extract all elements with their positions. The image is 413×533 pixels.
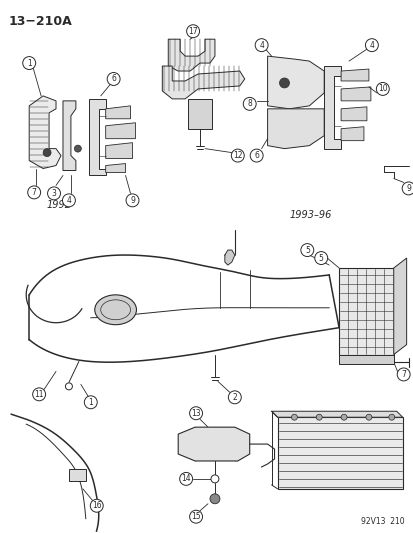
Circle shape — [314, 252, 327, 264]
Text: 3: 3 — [52, 189, 56, 198]
Ellipse shape — [95, 295, 136, 325]
Circle shape — [209, 494, 219, 504]
Polygon shape — [338, 268, 393, 354]
Circle shape — [365, 414, 371, 420]
Text: 15: 15 — [191, 512, 200, 521]
Text: 7: 7 — [400, 370, 405, 379]
Text: 92V13  210: 92V13 210 — [360, 516, 404, 526]
Text: 5: 5 — [304, 246, 309, 255]
Polygon shape — [267, 109, 323, 149]
Polygon shape — [105, 106, 130, 119]
Polygon shape — [340, 69, 368, 81]
Circle shape — [23, 56, 36, 69]
Circle shape — [74, 145, 81, 152]
Text: 16: 16 — [92, 501, 101, 510]
Circle shape — [254, 39, 268, 52]
Circle shape — [189, 407, 202, 419]
Polygon shape — [267, 56, 323, 109]
Text: 17: 17 — [188, 27, 197, 36]
Polygon shape — [63, 101, 76, 171]
Circle shape — [90, 499, 103, 512]
Circle shape — [388, 414, 394, 420]
Text: 5: 5 — [318, 254, 323, 263]
Circle shape — [279, 78, 289, 88]
Text: 12: 12 — [233, 151, 242, 160]
Text: 6: 6 — [254, 151, 259, 160]
Text: 10: 10 — [377, 84, 387, 93]
Circle shape — [211, 475, 218, 483]
Polygon shape — [323, 66, 340, 149]
Text: 4: 4 — [368, 41, 373, 50]
Polygon shape — [178, 427, 249, 461]
Text: 4: 4 — [66, 196, 71, 205]
Polygon shape — [88, 99, 105, 175]
Text: 8: 8 — [247, 99, 252, 108]
Circle shape — [126, 194, 139, 207]
Polygon shape — [69, 469, 85, 481]
Polygon shape — [105, 143, 132, 158]
Text: 7: 7 — [32, 188, 36, 197]
Text: 4: 4 — [259, 41, 263, 50]
Polygon shape — [188, 99, 211, 129]
Circle shape — [243, 98, 256, 110]
Text: 1992: 1992 — [46, 200, 71, 211]
Polygon shape — [29, 96, 61, 168]
Polygon shape — [340, 107, 366, 121]
Circle shape — [186, 25, 199, 38]
Text: 1: 1 — [27, 59, 31, 68]
Circle shape — [33, 388, 45, 401]
Text: 1: 1 — [88, 398, 93, 407]
Polygon shape — [162, 66, 244, 99]
Polygon shape — [393, 258, 406, 354]
Text: 2: 2 — [232, 393, 237, 402]
Circle shape — [107, 72, 120, 85]
Text: 9: 9 — [130, 196, 135, 205]
Polygon shape — [271, 411, 402, 417]
Text: 9: 9 — [405, 184, 410, 193]
Circle shape — [28, 186, 40, 199]
Polygon shape — [168, 39, 214, 71]
Circle shape — [365, 39, 377, 52]
Text: 13: 13 — [191, 409, 200, 418]
Circle shape — [179, 472, 192, 486]
Polygon shape — [224, 250, 234, 265]
Polygon shape — [105, 123, 135, 139]
Circle shape — [231, 149, 244, 162]
Circle shape — [375, 83, 388, 95]
Polygon shape — [277, 417, 402, 489]
Circle shape — [47, 187, 60, 200]
Circle shape — [401, 182, 413, 195]
Circle shape — [84, 396, 97, 409]
Polygon shape — [105, 164, 125, 173]
Text: 14: 14 — [181, 474, 190, 483]
Circle shape — [249, 149, 263, 162]
Circle shape — [43, 149, 51, 157]
Polygon shape — [338, 354, 393, 365]
Circle shape — [65, 383, 72, 390]
Circle shape — [62, 194, 75, 207]
Circle shape — [316, 414, 321, 420]
Circle shape — [189, 510, 202, 523]
Circle shape — [340, 414, 346, 420]
Text: 6: 6 — [111, 75, 116, 84]
Text: 1993–96: 1993–96 — [289, 211, 331, 220]
Polygon shape — [340, 127, 363, 141]
Circle shape — [300, 244, 313, 256]
Circle shape — [396, 368, 409, 381]
Text: 11: 11 — [34, 390, 44, 399]
Text: 13−210A: 13−210A — [8, 15, 72, 28]
Circle shape — [291, 414, 297, 420]
Circle shape — [228, 391, 241, 404]
Polygon shape — [340, 87, 370, 101]
